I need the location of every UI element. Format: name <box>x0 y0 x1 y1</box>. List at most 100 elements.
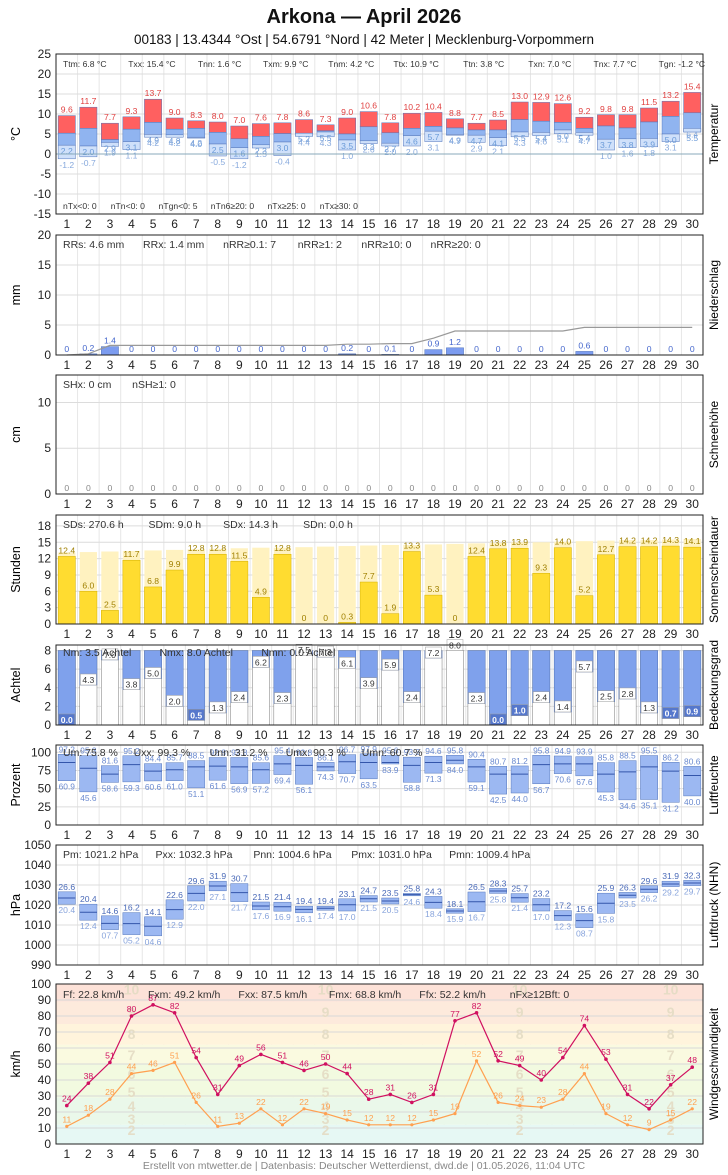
sun-label: 13.8 <box>490 538 507 548</box>
x-tick-label: 30 <box>686 728 700 742</box>
x-tick-label: 22 <box>513 728 527 742</box>
tmin-label: 3.1 <box>126 143 138 153</box>
sun-bar <box>144 586 162 625</box>
tmin-label: 2.7 <box>384 144 396 154</box>
x-tick-label: 26 <box>599 728 613 742</box>
press-min-label: 16.1 <box>296 914 313 924</box>
cloud-label: 5.0 <box>147 668 159 678</box>
x-tick-label: 21 <box>491 828 505 842</box>
tmax-bar <box>273 122 292 134</box>
tmax-bar <box>489 119 507 131</box>
tmax-bar <box>467 122 486 131</box>
tmax-bar <box>640 107 658 123</box>
sun-label: 6.0 <box>82 580 94 590</box>
snow-label: 0 <box>280 483 285 493</box>
humid-range-bar <box>165 762 184 781</box>
wind-gust-point <box>64 1103 69 1108</box>
tmin-bar <box>295 132 313 137</box>
stat-label: nTx≥30: 0 <box>320 201 358 211</box>
humid-max-label: 80.6 <box>684 756 701 766</box>
humid-min-label: 59.1 <box>468 783 485 793</box>
tmin-bar <box>187 136 206 139</box>
tmin-bar <box>273 141 292 156</box>
wind-gust-point <box>539 1078 544 1082</box>
tmin-label: 5.2 <box>298 134 310 144</box>
x-tick-label: 13 <box>319 627 333 641</box>
humid-range-bar <box>661 762 680 803</box>
stat-label: SDm: 9.0 h <box>149 519 202 531</box>
tmin-bar <box>640 138 658 148</box>
x-tick-label: 8 <box>214 968 221 982</box>
tmax-bar <box>575 116 594 129</box>
stat-label: Uxx: 99.3 % <box>134 747 191 759</box>
tground-label: 4.7 <box>578 136 590 146</box>
wind-gust-label: 51 <box>105 1050 115 1060</box>
y-tick-label: 100 <box>31 977 51 991</box>
wind-gust-label: 56 <box>256 1042 266 1052</box>
y-axis-label: hPa <box>9 894 23 916</box>
x-tick-label: 19 <box>448 497 462 511</box>
sun-label: 7.7 <box>363 571 375 581</box>
x-tick-label: 11 <box>276 358 289 372</box>
y-tick-label: 1010 <box>24 918 51 932</box>
cloud-label-box <box>533 691 550 703</box>
x-tick-label: 25 <box>578 968 592 982</box>
sun-bar <box>683 546 702 625</box>
press-min-label: 20.5 <box>382 905 399 915</box>
x-tick-label: 26 <box>599 497 613 511</box>
humid-range-bar <box>381 755 400 765</box>
beaufort-label: 4 <box>128 1098 136 1114</box>
stat-label: Nmn: 0.0 Achtel <box>261 647 335 659</box>
x-tick-label: 3 <box>107 728 114 742</box>
x-tick-label: 29 <box>664 828 678 842</box>
tmax-bar <box>683 92 702 114</box>
plot-border <box>55 744 704 826</box>
rain-label: 0.6 <box>578 340 590 350</box>
tmax-bar <box>510 101 529 120</box>
x-tick-label: 7 <box>193 828 200 842</box>
press-max-label: 26.5 <box>468 882 485 892</box>
x-tick-label: 23 <box>535 828 549 842</box>
wind-gust-point <box>366 1097 371 1101</box>
wind-mean-point <box>431 1118 436 1122</box>
tmin-bar <box>144 134 162 138</box>
rain-label: 0 <box>625 344 630 354</box>
x-tick-label: 25 <box>578 828 592 842</box>
x-tick-label: 21 <box>491 217 505 231</box>
press-min-label: 20.4 <box>58 905 75 915</box>
sun-bar <box>381 613 400 625</box>
humid-min-label: 70.7 <box>339 775 356 785</box>
y-tick-label: 0 <box>44 1137 51 1151</box>
cloud-label-box <box>576 660 593 673</box>
stat-label: nTx<0: 0 <box>63 201 97 211</box>
x-tick-label: 19 <box>448 968 462 982</box>
snow-label: 0 <box>129 483 134 493</box>
x-tick-label: 10 <box>254 828 268 842</box>
y-tick-label: 2 <box>44 699 51 713</box>
humid-range-bar <box>295 757 313 785</box>
x-tick-label: 22 <box>513 497 527 511</box>
y-tick-label: 15 <box>38 258 52 272</box>
sun-bar <box>165 569 184 625</box>
beaufort-label: 10 <box>663 981 679 997</box>
humid-max-label: 93.9 <box>576 747 593 757</box>
wind-gust-label: 46 <box>299 1058 309 1068</box>
wind-gust-label: 87 <box>148 993 158 1003</box>
y-tick-label: 12 <box>38 552 52 566</box>
wind-mean-label: 26 <box>493 1090 503 1100</box>
snow-label: 0 <box>323 483 328 493</box>
x-tick-label: 26 <box>599 828 613 842</box>
humid-max-label: 95.8 <box>533 745 550 755</box>
tmin-label: 6.0 <box>557 131 569 141</box>
stat-label: Fxx: 87.5 km/h <box>238 989 307 1001</box>
wind-gust-point <box>561 1055 565 1060</box>
stat-label: nRR≥10: 0 <box>361 239 411 251</box>
humid-min-label: 40.0 <box>684 797 701 807</box>
stat-label: Fxm: 49.2 km/h <box>148 989 221 1001</box>
humid-range-bar <box>532 755 551 785</box>
x-tick-label: 9 <box>236 358 243 372</box>
humid-max-label: 88.5 <box>188 751 205 761</box>
tmean-bar <box>489 129 507 138</box>
tmin-label: 3.9 <box>643 139 655 149</box>
